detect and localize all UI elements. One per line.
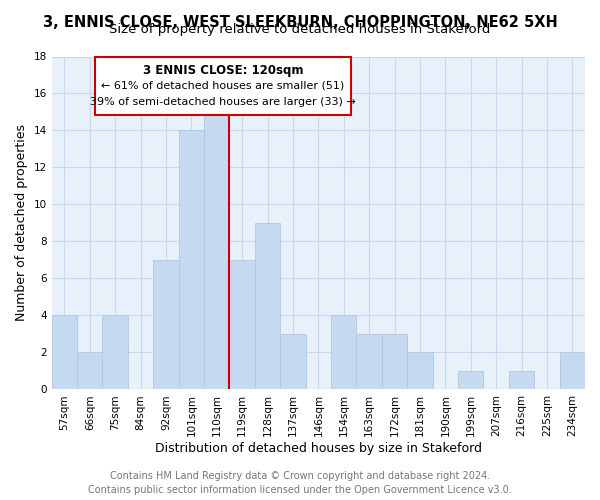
Bar xyxy=(153,260,179,390)
Bar xyxy=(280,334,305,390)
FancyBboxPatch shape xyxy=(95,56,352,115)
Text: Size of property relative to detached houses in Stakeford: Size of property relative to detached ho… xyxy=(109,22,491,36)
Bar xyxy=(458,371,484,390)
Bar xyxy=(560,352,585,390)
Bar xyxy=(331,316,356,390)
Bar xyxy=(229,260,255,390)
Bar xyxy=(382,334,407,390)
Text: 39% of semi-detached houses are larger (33) →: 39% of semi-detached houses are larger (… xyxy=(90,97,356,107)
Bar xyxy=(407,352,433,390)
X-axis label: Distribution of detached houses by size in Stakeford: Distribution of detached houses by size … xyxy=(155,442,482,455)
Bar xyxy=(509,371,534,390)
Bar xyxy=(103,316,128,390)
Bar xyxy=(179,130,204,390)
Bar xyxy=(356,334,382,390)
Text: ← 61% of detached houses are smaller (51): ← 61% of detached houses are smaller (51… xyxy=(101,80,345,90)
Text: 3, ENNIS CLOSE, WEST SLEEKBURN, CHOPPINGTON, NE62 5XH: 3, ENNIS CLOSE, WEST SLEEKBURN, CHOPPING… xyxy=(43,15,557,30)
Text: Contains HM Land Registry data © Crown copyright and database right 2024.
Contai: Contains HM Land Registry data © Crown c… xyxy=(88,471,512,495)
Bar xyxy=(204,112,229,390)
Bar xyxy=(77,352,103,390)
Text: 3 ENNIS CLOSE: 120sqm: 3 ENNIS CLOSE: 120sqm xyxy=(143,64,304,77)
Bar xyxy=(255,223,280,390)
Y-axis label: Number of detached properties: Number of detached properties xyxy=(15,124,28,322)
Bar xyxy=(52,316,77,390)
